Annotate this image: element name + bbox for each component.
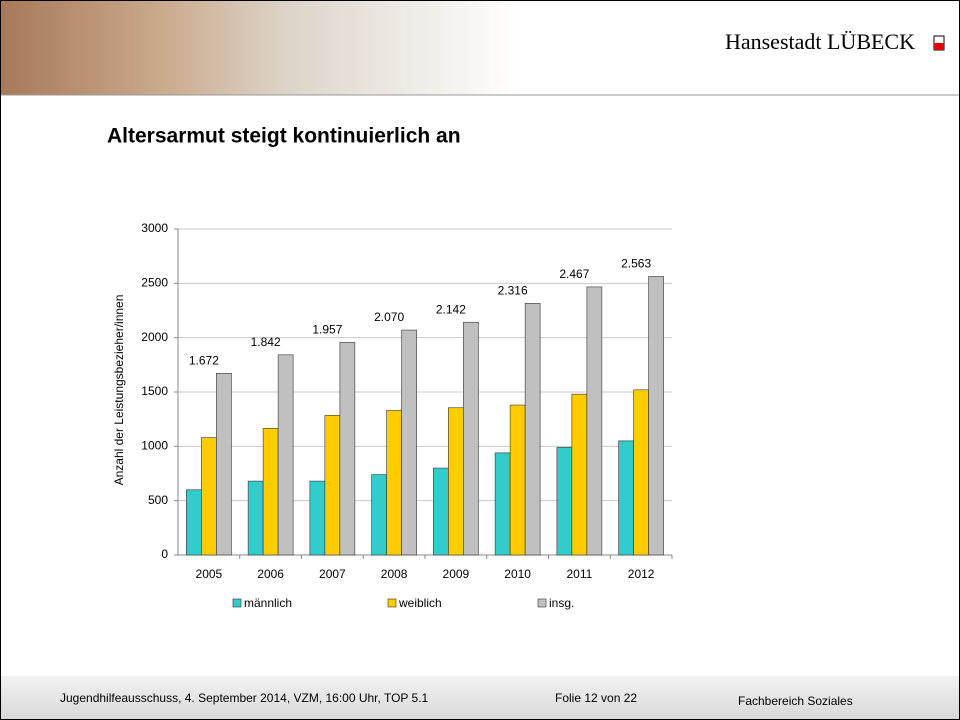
bar xyxy=(557,447,572,555)
bar xyxy=(433,468,448,555)
bar xyxy=(495,453,510,555)
y-tick-label: 2000 xyxy=(141,330,168,344)
bar xyxy=(372,475,387,555)
y-tick-label: 2500 xyxy=(141,276,168,290)
bar xyxy=(325,415,340,555)
value-label: 2.142 xyxy=(436,302,466,316)
value-label: 2.070 xyxy=(374,310,404,324)
y-tick-label: 0 xyxy=(161,547,168,561)
bar xyxy=(387,410,402,555)
brand-flag-red xyxy=(934,43,944,50)
bar xyxy=(448,408,463,555)
bar xyxy=(402,330,417,555)
bar xyxy=(619,441,634,555)
bar xyxy=(263,428,278,555)
y-tick-label: 3000 xyxy=(141,221,168,235)
y-tick-label: 1000 xyxy=(141,439,168,453)
y-axis-label: Anzahl der Leistungsbezieher/innen xyxy=(112,295,126,486)
footer-department: Fachbereich Soziales xyxy=(738,694,853,708)
bar xyxy=(525,303,540,555)
bar xyxy=(310,481,325,555)
bar xyxy=(572,394,587,555)
bar xyxy=(248,481,263,555)
x-tick-label: 2007 xyxy=(319,567,346,581)
y-tick-label: 1500 xyxy=(141,384,168,398)
value-label: 1.672 xyxy=(189,353,219,367)
x-tick-label: 2010 xyxy=(504,567,531,581)
x-tick-label: 2009 xyxy=(443,567,470,581)
legend-swatch xyxy=(388,599,396,607)
x-tick-label: 2012 xyxy=(628,567,655,581)
x-tick-label: 2006 xyxy=(257,567,284,581)
bar xyxy=(186,490,201,555)
value-label: 2.467 xyxy=(559,267,589,281)
legend-label: weiblich xyxy=(398,596,442,610)
header-image xyxy=(0,0,520,95)
value-label: 2.316 xyxy=(498,283,528,297)
background xyxy=(0,0,960,720)
bar xyxy=(278,355,293,555)
slide: Hansestadt LÜBECK Altersarmut steigt kon… xyxy=(0,0,960,720)
y-tick-label: 500 xyxy=(148,493,168,507)
value-label: 1.842 xyxy=(251,335,281,349)
value-label: 2.563 xyxy=(621,257,651,271)
legend-label: männlich xyxy=(244,596,292,610)
value-label: 1.957 xyxy=(312,323,342,337)
footer-slide: Folie 12 von 22 xyxy=(555,691,637,705)
bar xyxy=(340,342,355,555)
bar xyxy=(201,438,216,555)
brand: Hansestadt LÜBECK xyxy=(725,29,915,54)
slide-title: Altersarmut steigt kontinuierlich an xyxy=(107,125,461,148)
x-tick-label: 2011 xyxy=(566,567,592,581)
bar xyxy=(216,373,231,555)
x-tick-label: 2008 xyxy=(381,567,408,581)
bar xyxy=(463,322,478,555)
bar xyxy=(587,287,602,555)
legend-swatch xyxy=(233,599,241,607)
x-tick-label: 2005 xyxy=(196,567,223,581)
footer-meeting: Jugendhilfeausschuss, 4. September 2014,… xyxy=(60,691,429,705)
bar xyxy=(649,276,664,555)
legend-label: insg. xyxy=(549,596,574,610)
bar xyxy=(510,405,525,555)
bar xyxy=(634,390,649,555)
legend-swatch xyxy=(538,599,546,607)
